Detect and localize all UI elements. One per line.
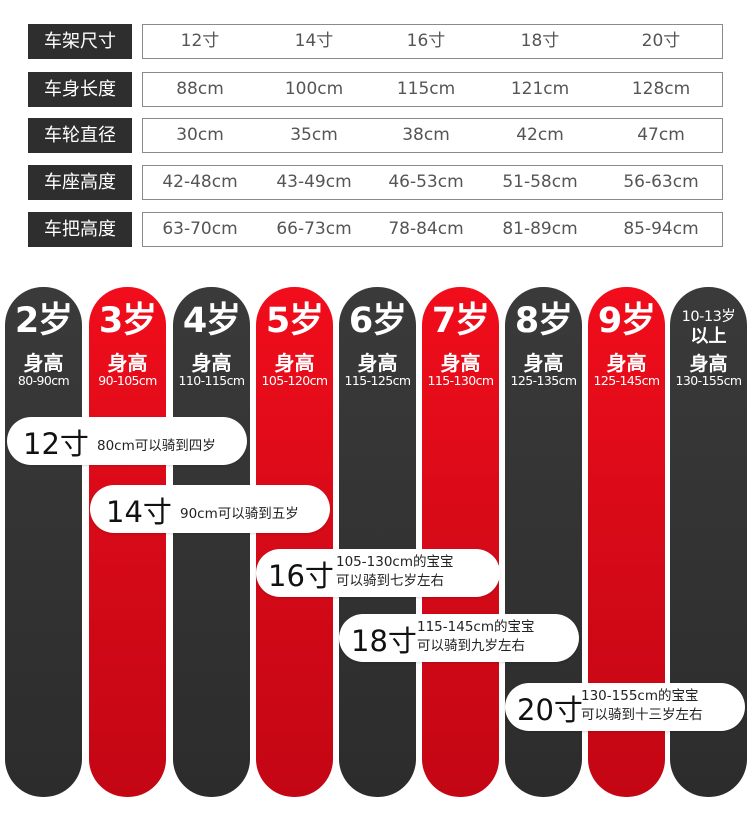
height-range: 125-145cm [593,373,660,388]
spec-row-body-length: 车身长度 88cm 100cm 115cm 121cm 128cm [28,72,723,107]
spec-row-label: 车轮直径 [28,118,132,153]
height-range: 115-130cm [427,373,494,388]
size-note-line2: 可以骑到七岁左右 [336,573,444,589]
size-note: 90cm可以骑到五岁 [180,506,299,522]
spec-row-label: 车架尺寸 [28,24,132,59]
age-column: 7岁 身高 115-130cm [422,287,499,797]
height-label: 身高 [274,351,315,375]
size-label: 14寸 [106,495,172,529]
spec-cell: 100cm [284,79,344,99]
spec-cell: 16寸 [406,31,446,51]
height-range: 105-120cm [261,373,328,388]
height-label: 身高 [523,351,564,375]
height-range: 80-90cm [17,373,70,388]
spec-cell: 51-58cm [502,172,578,192]
age-label: 3岁 [98,301,157,341]
size-note-line2: 可以骑到十三岁左右 [581,707,703,723]
height-label: 身高 [689,353,728,375]
age-label: 9岁 [597,301,656,341]
spec-row-values: 63-70cm 66-73cm 78-84cm 81-89cm 85-94cm [142,212,723,247]
size-callout-16: 16寸 105-130cm的宝宝 可以骑到七岁左右 [256,549,500,597]
height-label: 身高 [357,351,398,375]
spec-cell: 121cm [510,79,570,99]
spec-cell: 42-48cm [162,172,238,192]
spec-cell: 20寸 [641,31,681,51]
spec-cell: 35cm [290,125,338,145]
height-label: 身高 [440,351,481,375]
size-callout-12: 12寸 80cm可以骑到四岁 [7,417,247,465]
spec-row-values: 42-48cm 43-49cm 46-53cm 51-58cm 56-63cm [142,165,723,200]
age-label: 2岁 [14,301,73,341]
spec-cell: 128cm [631,79,691,99]
spec-row-wheel-diameter: 车轮直径 30cm 35cm 38cm 42cm 47cm [28,118,723,153]
size-callout-20: 20寸 130-155cm的宝宝 可以骑到十三岁左右 [505,683,745,731]
spec-cell: 56-63cm [623,172,699,192]
spec-cell: 14寸 [294,31,334,51]
age-label: 6岁 [348,301,407,341]
height-label: 身高 [606,351,647,375]
spec-cell: 78-84cm [388,219,464,239]
spec-cell: 46-53cm [388,172,464,192]
size-note-line1: 130-155cm的宝宝 [581,688,699,704]
age-label: 8岁 [514,301,573,341]
size-note-line1: 115-145cm的宝宝 [417,619,535,635]
height-range: 115-125cm [344,373,411,388]
age-label-line2: 以上 [690,326,727,347]
spec-row-values: 12寸 14寸 16寸 18寸 20寸 [142,24,723,59]
spec-cell: 63-70cm [162,219,238,239]
age-column: 4岁 身高 110-115cm [173,287,250,797]
height-range: 90-105cm [98,373,157,388]
size-note-line1: 105-130cm的宝宝 [336,554,454,570]
size-label: 12寸 [23,427,89,461]
size-callout-18: 18寸 115-145cm的宝宝 可以骑到九岁左右 [339,614,579,662]
height-label: 身高 [23,351,64,375]
age-column: 2岁 身高 80-90cm [5,287,82,797]
height-range: 125-135cm [510,373,577,388]
spec-cell: 88cm [176,79,224,99]
height-label: 身高 [107,351,148,375]
size-note: 80cm可以骑到四岁 [97,438,216,454]
spec-cell: 81-89cm [502,219,578,239]
spec-row-handlebar-height: 车把高度 63-70cm 66-73cm 78-84cm 81-89cm 85-… [28,212,723,247]
spec-row-label: 车身长度 [28,72,132,107]
spec-cell: 12寸 [180,31,220,51]
size-callout-14: 14寸 90cm可以骑到五岁 [90,485,330,533]
spec-cell: 38cm [402,125,450,145]
age-label: 7岁 [431,301,490,341]
spec-cell: 43-49cm [276,172,352,192]
spec-cell: 42cm [516,125,564,145]
height-range: 130-155cm [675,373,742,388]
spec-row-label: 车把高度 [28,212,132,247]
spec-row-frame-size: 车架尺寸 12寸 14寸 16寸 18寸 20寸 [28,24,723,59]
size-label: 20寸 [517,693,583,727]
age-label: 4岁 [182,301,241,341]
spec-row-label: 车座高度 [28,165,132,200]
spec-cell: 30cm [176,125,224,145]
spec-cell: 85-94cm [623,219,699,239]
age-column: 6岁 身高 115-125cm [339,287,416,797]
size-label: 16寸 [268,559,334,593]
age-label: 10-13岁 [681,309,736,325]
age-column: 3岁 身高 90-105cm [89,287,166,797]
spec-cell: 66-73cm [276,219,352,239]
height-range: 110-115cm [178,373,245,388]
spec-row-values: 88cm 100cm 115cm 121cm 128cm [142,72,723,107]
age-column: 5岁 身高 105-120cm [256,287,333,797]
height-label: 身高 [191,351,232,375]
spec-row-seat-height: 车座高度 42-48cm 43-49cm 46-53cm 51-58cm 56-… [28,165,723,200]
spec-row-values: 30cm 35cm 38cm 42cm 47cm [142,118,723,153]
spec-cell: 115cm [396,79,456,99]
age-label: 5岁 [265,301,324,341]
size-note-line2: 可以骑到九岁左右 [417,638,525,654]
spec-cell: 47cm [637,125,685,145]
spec-cell: 18寸 [520,31,560,51]
size-label: 18寸 [351,624,417,658]
